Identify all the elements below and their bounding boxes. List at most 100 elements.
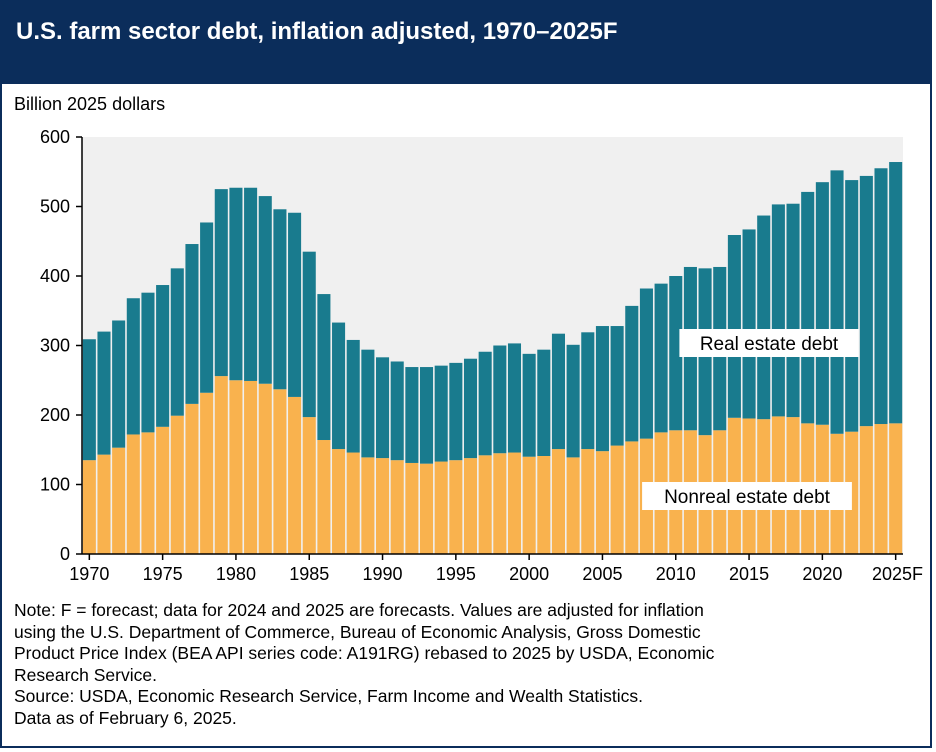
bar-real-estate — [845, 180, 859, 432]
y-tick-label: 200 — [40, 405, 70, 425]
bar-real-estate — [390, 361, 404, 461]
bar-real-estate — [273, 209, 287, 390]
bar-real-estate — [625, 305, 639, 442]
bar-nonreal-estate — [273, 389, 287, 554]
bar-nonreal-estate — [551, 449, 565, 554]
bar-real-estate — [376, 357, 390, 459]
bar-nonreal-estate — [449, 460, 463, 554]
bar-real-estate — [156, 285, 170, 427]
bar-real-estate — [332, 322, 346, 450]
notes: Note: F = forecast; data for 2024 and 20… — [14, 600, 920, 729]
bar-real-estate — [815, 182, 829, 425]
bar-real-estate — [97, 331, 111, 455]
bar-real-estate — [405, 367, 419, 463]
label-real-estate-debt-box — [679, 329, 859, 357]
bar-nonreal-estate — [390, 460, 404, 554]
bars-group — [82, 162, 903, 555]
chart-title: U.S. farm sector debt, inflation adjuste… — [16, 18, 618, 45]
bar-real-estate — [801, 191, 815, 424]
note-line: Product Price Index (BEA API series code… — [14, 643, 715, 663]
bar-real-estate — [757, 215, 771, 420]
bar-nonreal-estate — [258, 383, 272, 554]
bar-real-estate — [889, 162, 903, 424]
x-tick-label: 1990 — [363, 564, 403, 584]
bar-real-estate — [522, 353, 536, 457]
x-tick-label: 1975 — [143, 564, 183, 584]
bar-real-estate — [478, 351, 492, 456]
bar-real-estate — [566, 344, 580, 458]
y-axis-label: Billion 2025 dollars — [14, 94, 165, 114]
bar-real-estate — [859, 175, 873, 427]
title-bar: U.S. farm sector debt, inflation adjuste… — [2, 2, 930, 84]
y-tick-label: 400 — [40, 266, 70, 286]
bar-real-estate — [185, 244, 199, 404]
bar-real-estate — [361, 349, 375, 458]
bar-nonreal-estate — [566, 457, 580, 554]
bar-real-estate — [830, 170, 844, 434]
bar-real-estate — [302, 251, 316, 418]
bar-nonreal-estate — [625, 441, 639, 554]
bar-real-estate — [595, 326, 609, 452]
bar-nonreal-estate — [859, 426, 873, 554]
bar-nonreal-estate — [376, 458, 390, 554]
bar-real-estate — [771, 204, 785, 417]
bar-nonreal-estate — [434, 461, 448, 554]
bar-nonreal-estate — [361, 457, 375, 554]
bar-real-estate — [654, 283, 668, 433]
x-tick-label: 2025F — [872, 564, 923, 584]
bar-real-estate — [126, 298, 140, 435]
series-labels: Real estate debt Nonreal estate debt — [642, 329, 859, 510]
bar-nonreal-estate — [610, 445, 624, 554]
bar-real-estate — [141, 292, 155, 433]
bar-nonreal-estate — [493, 453, 507, 554]
bar-real-estate — [112, 320, 126, 448]
y-tick-label: 600 — [40, 127, 70, 147]
bar-real-estate — [346, 339, 360, 453]
data-date-line: Data as of February 6, 2025. — [14, 707, 237, 728]
bar-real-estate — [551, 333, 565, 450]
source-line: Source: USDA, Economic Research Service,… — [14, 686, 643, 706]
bar-real-estate — [610, 326, 624, 446]
y-tick-label: 300 — [40, 336, 70, 356]
bar-real-estate — [200, 222, 214, 393]
x-tick-label: 2010 — [656, 564, 696, 584]
bar-nonreal-estate — [874, 424, 888, 554]
bar-nonreal-estate — [537, 456, 551, 554]
bar-nonreal-estate — [522, 456, 536, 554]
y-tick-label: 100 — [40, 475, 70, 495]
bar-nonreal-estate — [288, 396, 302, 554]
bar-nonreal-estate — [112, 447, 126, 554]
bar-nonreal-estate — [595, 451, 609, 554]
axes-group: 0 100 200 300 400 500 600 1970 1975 1980 1985 1990 1… — [40, 127, 923, 584]
bar-nonreal-estate — [463, 458, 478, 554]
bar-nonreal-estate — [420, 463, 434, 554]
bar-real-estate — [170, 268, 184, 416]
bar-real-estate — [742, 229, 756, 419]
bar-real-estate — [463, 358, 478, 459]
bar-nonreal-estate — [170, 415, 184, 554]
x-tick-label: 1995 — [436, 564, 476, 584]
bar-nonreal-estate — [302, 417, 316, 554]
bar-real-estate — [288, 212, 302, 397]
bar-real-estate — [449, 362, 463, 461]
label-nonreal-estate-debt-box — [642, 482, 852, 510]
x-tick-label: 1985 — [289, 564, 329, 584]
chart-svg: Billion 2025 dollars 0 100 200 300 400 500 600… — [14, 94, 923, 584]
x-tick-label: 1970 — [69, 564, 109, 584]
bar-real-estate — [82, 339, 96, 461]
bar-real-estate — [874, 168, 888, 425]
bar-nonreal-estate — [405, 462, 419, 554]
x-tick-label: 1980 — [216, 564, 256, 584]
bar-nonreal-estate — [478, 455, 492, 554]
bar-nonreal-estate — [200, 392, 214, 554]
bar-real-estate — [244, 187, 258, 381]
label-real-estate-debt: Real estate debt — [700, 334, 839, 355]
bar-nonreal-estate — [332, 449, 346, 554]
x-tick-label: 2005 — [582, 564, 622, 584]
bar-real-estate — [727, 235, 741, 418]
bar-real-estate — [581, 332, 595, 450]
bar-real-estate — [639, 288, 653, 439]
bar-real-estate — [669, 276, 683, 431]
bar-real-estate — [317, 294, 331, 441]
